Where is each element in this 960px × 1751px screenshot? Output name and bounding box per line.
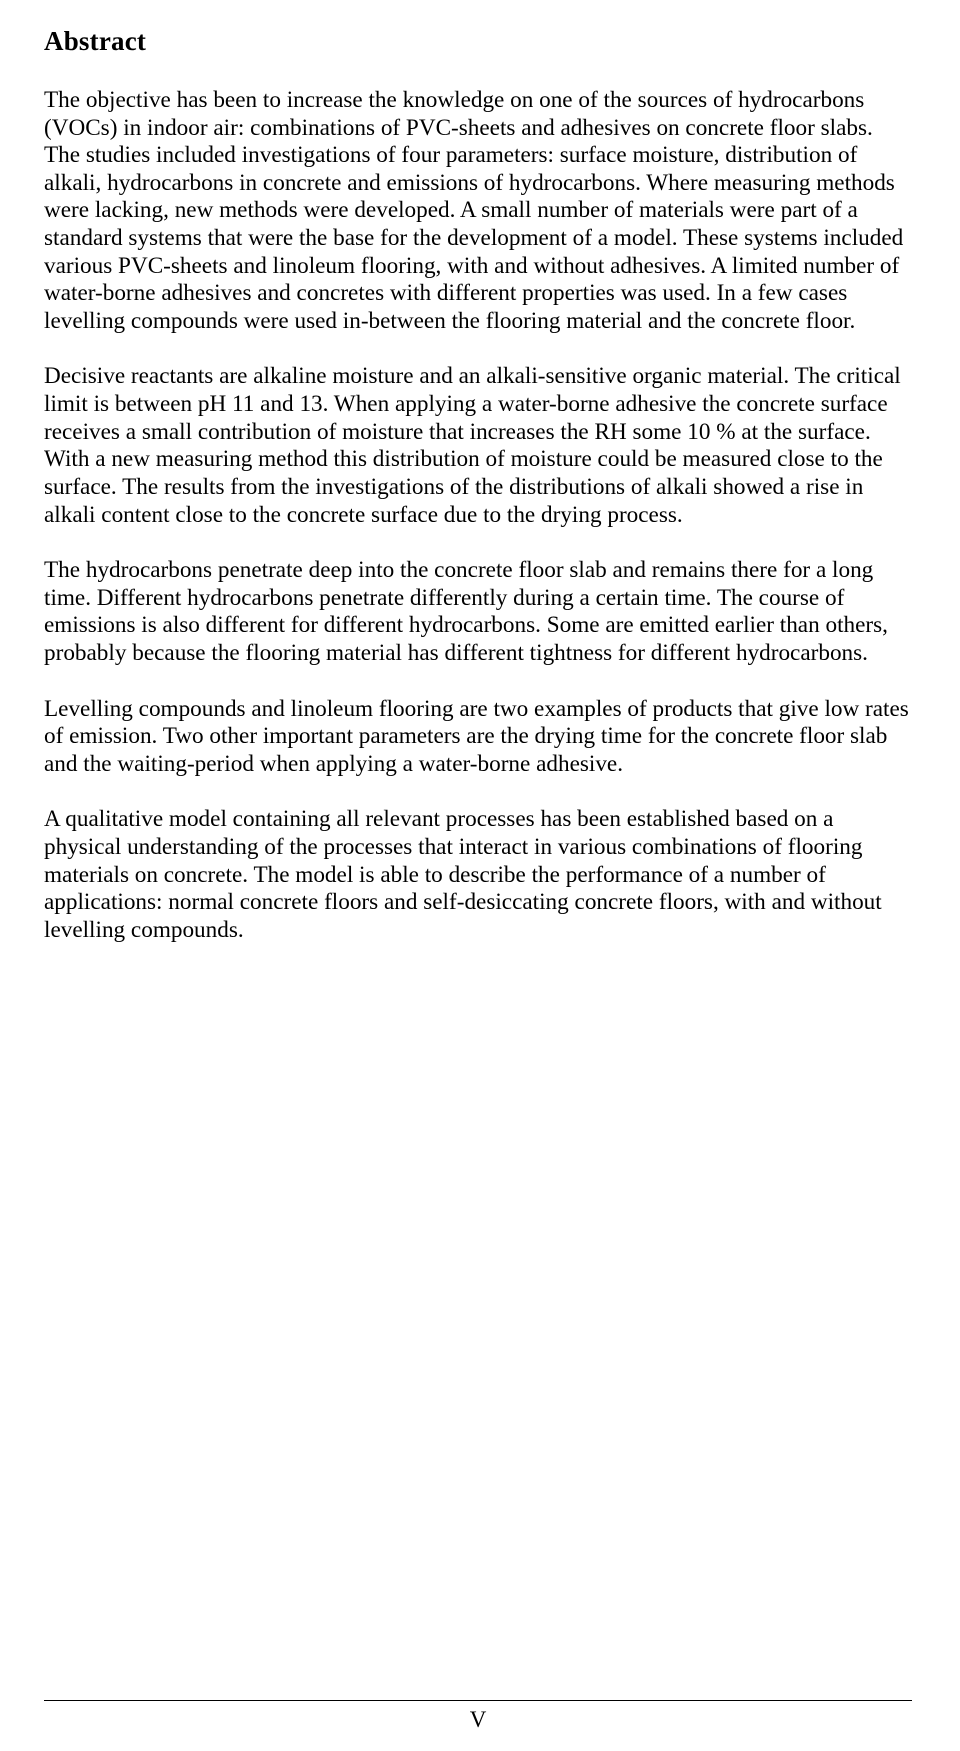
paragraph-5: A qualitative model containing all relev… [44, 806, 912, 944]
paragraph-2: Decisive reactants are alkaline moisture… [44, 363, 912, 529]
footer-rule [44, 1700, 912, 1701]
paragraph-4: Levelling compounds and linoleum floorin… [44, 696, 912, 779]
page-footer: V [44, 1700, 912, 1733]
paragraph-3: The hydrocarbons penetrate deep into the… [44, 557, 912, 667]
page-number: V [44, 1707, 912, 1733]
abstract-heading: Abstract [44, 26, 912, 57]
document-page: Abstract The objective has been to incre… [0, 0, 960, 1751]
paragraph-1: The objective has been to increase the k… [44, 87, 912, 335]
